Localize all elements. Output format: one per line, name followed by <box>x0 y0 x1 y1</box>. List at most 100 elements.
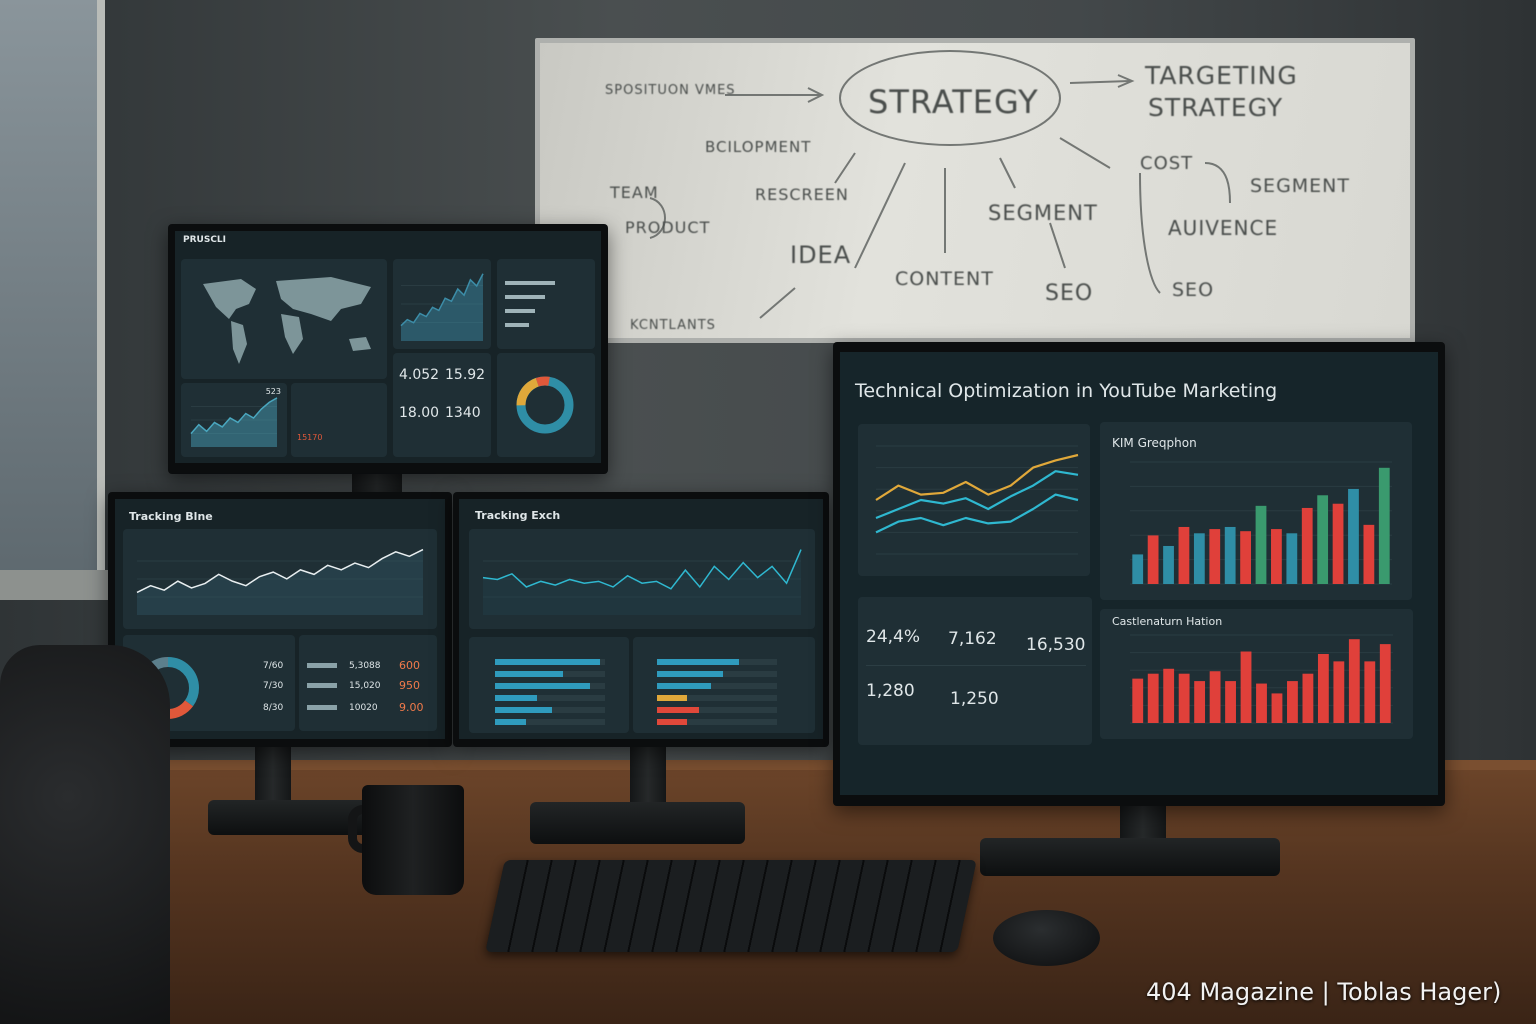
bar-fill <box>495 719 526 725</box>
line-panel <box>469 529 815 629</box>
mouse[interactable] <box>993 910 1100 966</box>
whiteboard-word: RESCREEN <box>755 185 849 204</box>
whiteboard-word: CONTENT <box>895 268 994 290</box>
whiteboard-word: TARGETING <box>1145 61 1298 90</box>
bar-track <box>495 695 605 701</box>
bar <box>1317 653 1329 723</box>
bar-fill <box>495 695 537 701</box>
world-map <box>203 277 371 364</box>
bar <box>1317 495 1329 584</box>
whiteboard-word: STRATEGY <box>1148 93 1284 122</box>
bar <box>1287 681 1298 723</box>
bar-track <box>657 671 777 677</box>
series-line <box>875 493 1079 534</box>
bar <box>1209 671 1221 723</box>
bar-chart-panel: KIM Greqphon <box>1100 422 1412 600</box>
keyboard[interactable] <box>485 860 977 952</box>
line-chart <box>190 397 278 447</box>
bar <box>1240 651 1252 723</box>
area-fill <box>191 397 277 447</box>
bar <box>1333 661 1345 723</box>
bar-fill <box>657 671 723 677</box>
orange-value: 9.00 <box>399 701 424 714</box>
bar <box>1348 488 1359 584</box>
bar-fill <box>657 695 687 701</box>
bar-chart <box>1130 461 1392 585</box>
bar <box>1256 683 1267 723</box>
area-chart <box>400 273 484 341</box>
top-monitor-screen: PRUSCLI 4.052 15.92 18.00 1340 523 15170 <box>175 231 601 463</box>
panel-value: 523 <box>265 387 281 396</box>
area-fill <box>401 273 483 341</box>
orange-value: 600 <box>399 659 420 672</box>
value: 5,3088 <box>349 661 381 671</box>
line-chart <box>136 548 424 615</box>
series-line <box>400 273 484 327</box>
whiteboard-word: SPOSITUON VMES <box>605 83 736 98</box>
area-fill <box>137 549 423 615</box>
table-panel: 15170 <box>291 383 387 457</box>
line-panel <box>123 529 437 629</box>
whiteboard-word: TEAM <box>610 183 659 202</box>
window <box>0 0 105 590</box>
whiteboard-word: SEO <box>1045 281 1094 306</box>
bar <box>1194 681 1206 723</box>
line-panel: 523 <box>181 383 287 457</box>
middle-monitor-base <box>530 802 745 844</box>
office-chair <box>0 645 170 1024</box>
bar <box>1147 673 1159 723</box>
red-value: 15170 <box>297 433 323 442</box>
bar-fill <box>657 659 739 665</box>
whiteboard-word: SEO <box>1172 279 1215 301</box>
chart-title: KIM Greqphon <box>1112 436 1197 450</box>
right-monitor: Technical Optimization in YouTube Market… <box>833 342 1445 806</box>
bar-track <box>495 719 605 725</box>
kpi-value: 15.92 <box>445 367 486 383</box>
kpi-value: 1,280 <box>866 681 915 701</box>
bar-track <box>495 683 605 689</box>
kpi-panel: 4.052 15.92 18.00 1340 <box>393 353 491 457</box>
kpi-value: 7,162 <box>948 629 997 649</box>
bar <box>1363 524 1375 584</box>
bar-fill <box>495 707 553 713</box>
bar <box>1332 503 1344 584</box>
donut-chart <box>516 376 574 434</box>
bar-list <box>495 659 605 729</box>
value: 8/30 <box>263 703 284 713</box>
bar-track <box>495 659 605 665</box>
bar-track <box>495 707 605 713</box>
value: 15,020 <box>349 681 381 691</box>
bar <box>1132 678 1144 723</box>
bar-track <box>657 683 777 689</box>
bar-fill <box>495 659 600 665</box>
bar-list-panel <box>469 637 629 733</box>
whiteboard-word: IDEA <box>790 241 852 269</box>
bar <box>1224 526 1236 584</box>
bar-track <box>657 707 777 713</box>
bar <box>1132 554 1144 584</box>
bar <box>1193 533 1205 584</box>
middle-monitor-screen: Tracking Exch <box>459 499 823 739</box>
bar <box>1163 545 1174 584</box>
kpi-value: 18.00 <box>399 405 440 421</box>
stats-panel: 5,3088 15,020 10020 600 950 9.00 <box>299 635 437 731</box>
bar <box>1147 535 1159 584</box>
orange-value: 950 <box>399 679 420 692</box>
left-monitor-screen: Tracking Blne 7/60 7/30 8/30 5,3088 15,0… <box>115 499 445 739</box>
bar <box>1286 533 1298 584</box>
bar <box>1271 693 1283 723</box>
red-bar-chart-panel: Castlenaturn Hation <box>1100 609 1413 739</box>
whiteboard: SPOSITUON VMES STRATEGY TARGETING STRATE… <box>535 38 1415 343</box>
kpi-value: 4.052 <box>399 367 440 383</box>
left-monitor-stand <box>255 740 291 810</box>
whiteboard-word: BCILOPMENT <box>705 138 812 156</box>
dashboard-title: Technical Optimization in YouTube Market… <box>855 380 1278 402</box>
bar <box>1364 661 1376 723</box>
donut-panel <box>497 353 595 457</box>
bar <box>1301 507 1313 584</box>
value: 7/60 <box>263 661 284 671</box>
bar-track <box>657 659 777 665</box>
bar-fill <box>495 671 564 677</box>
bar <box>1225 681 1236 723</box>
bar-list-panel <box>633 637 815 733</box>
